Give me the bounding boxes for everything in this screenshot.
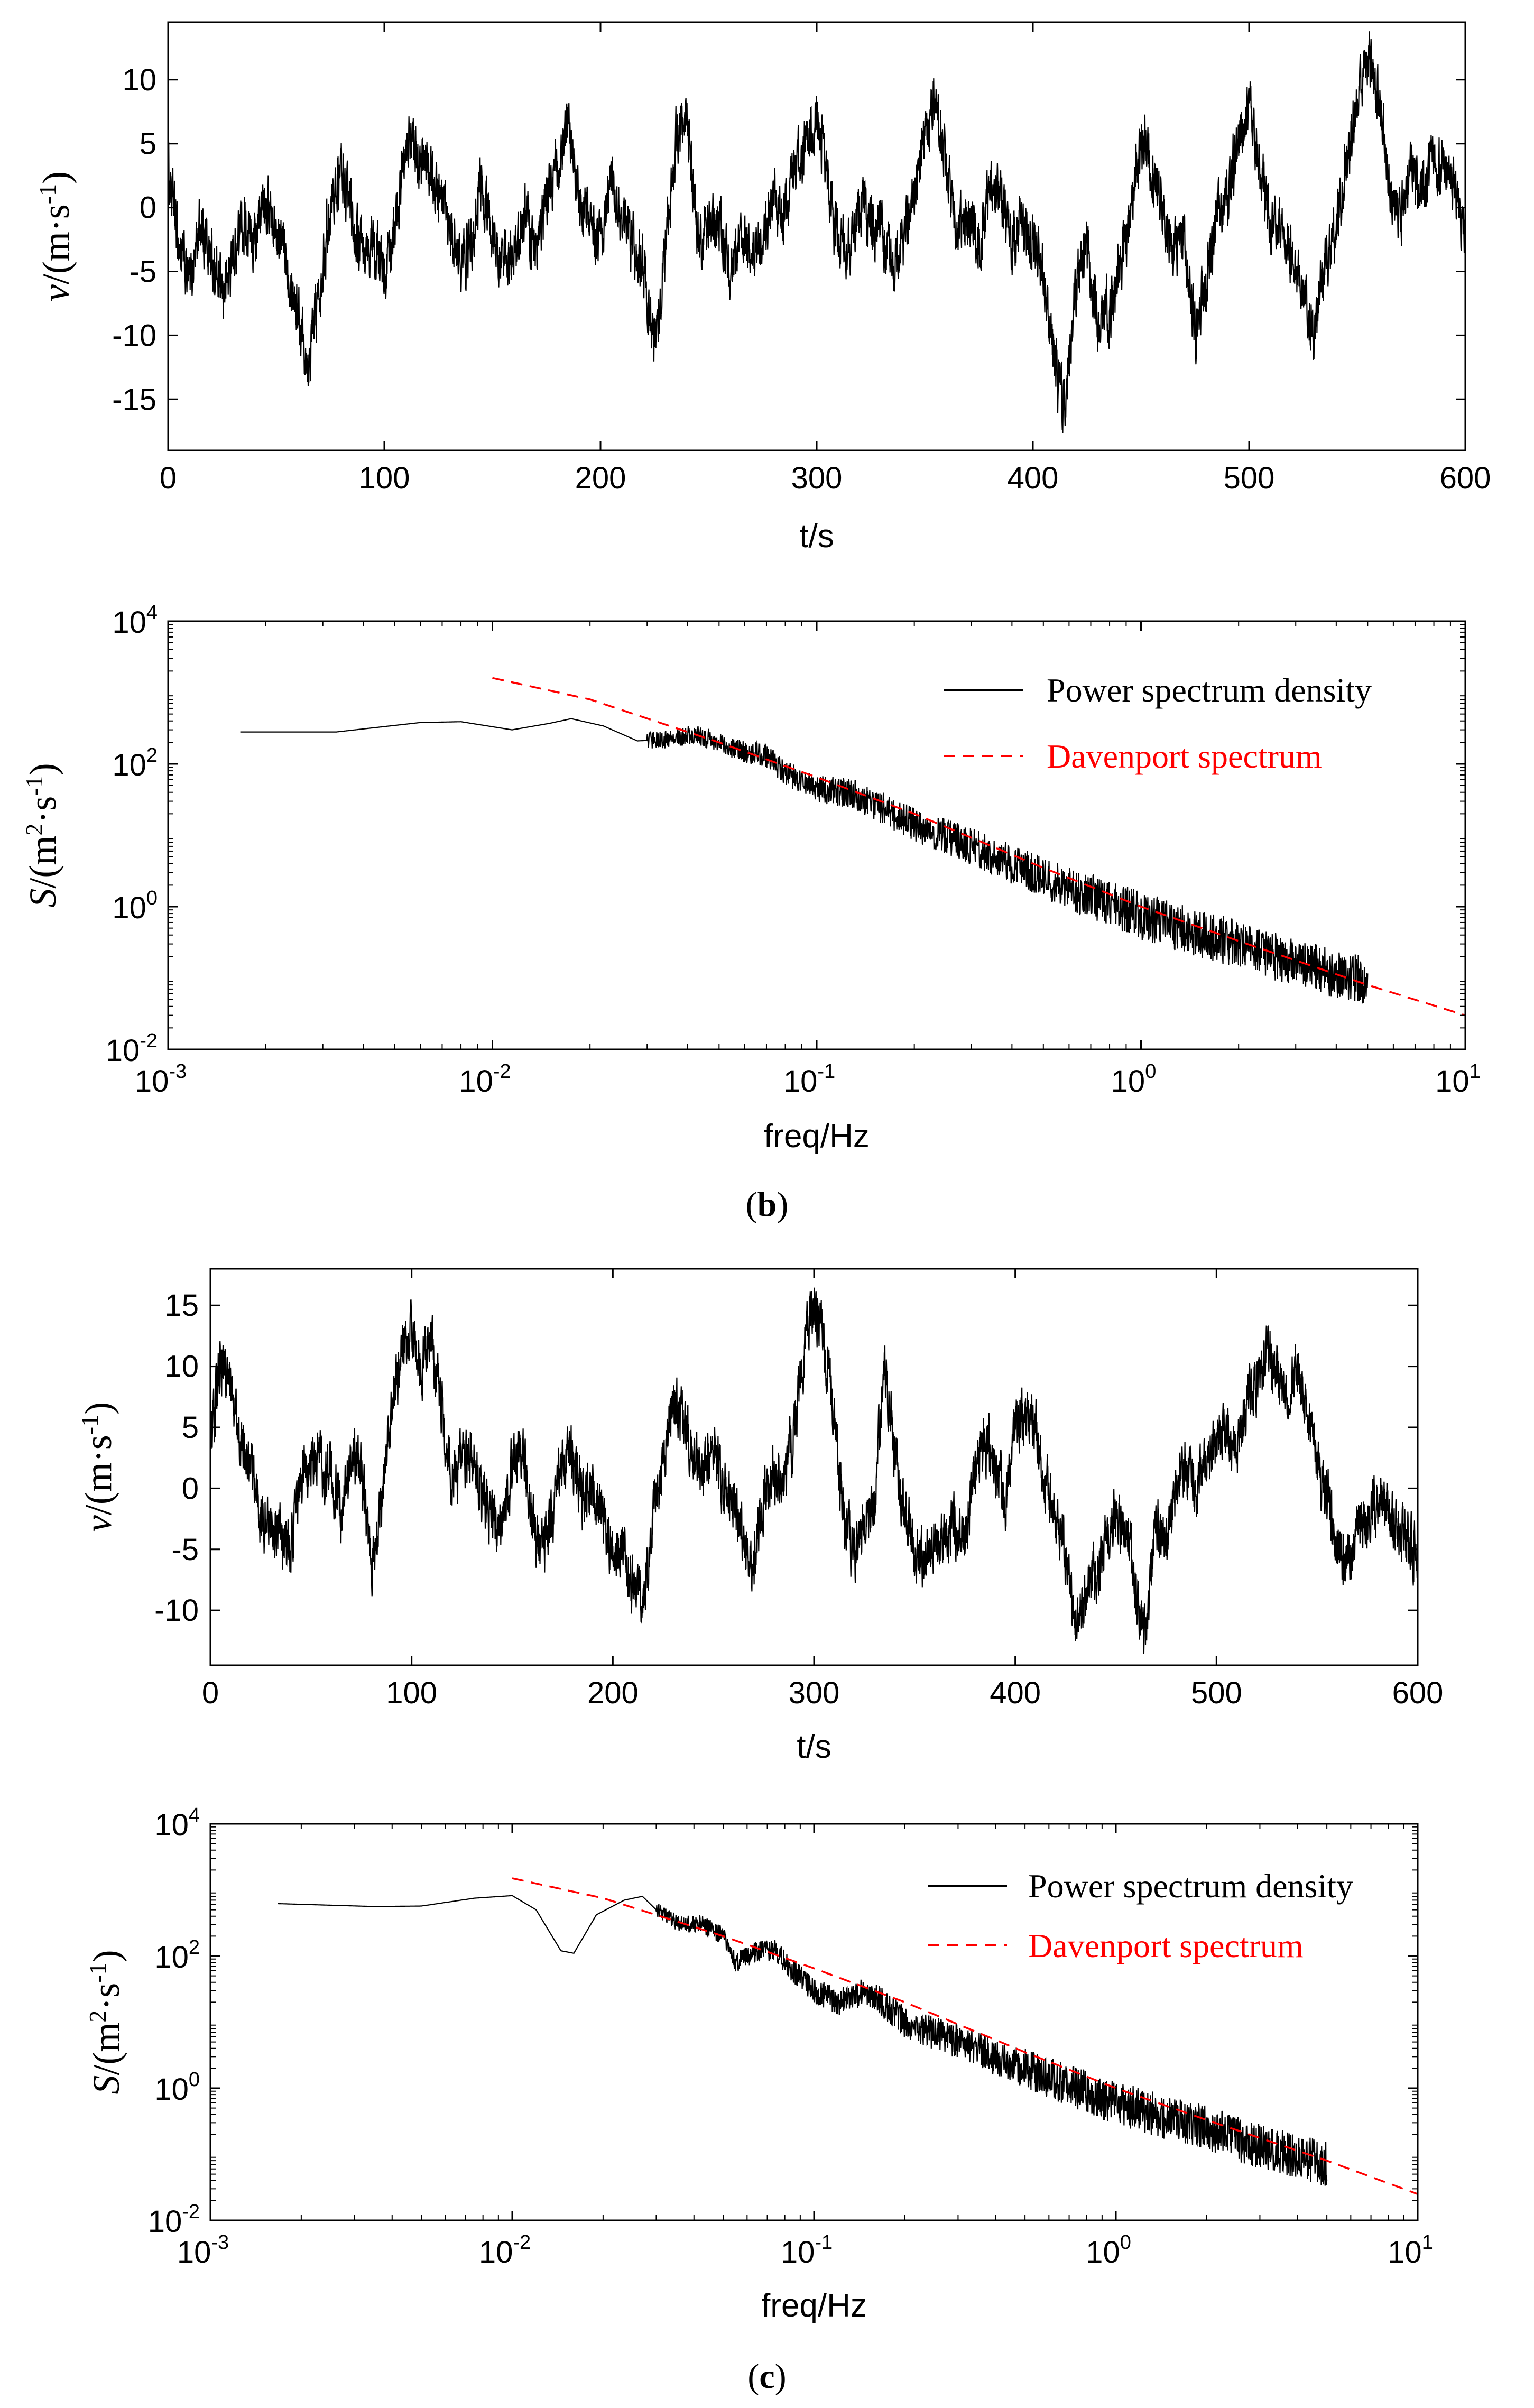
caption-close: ) bbox=[775, 2357, 787, 2396]
y-axis-unit-exponent: -1 bbox=[21, 776, 48, 796]
y-tick-label: -10 bbox=[112, 318, 156, 353]
x-tick-label: 400 bbox=[990, 1676, 1041, 1710]
y-axis-unit-mid: ·s bbox=[85, 1983, 127, 2010]
y-tick-label: 102 bbox=[154, 1936, 200, 1975]
series-line-wind-speed bbox=[210, 1287, 1418, 1654]
y-tick-label: 10-2 bbox=[106, 1030, 158, 1068]
y-axis-unit-open: /(m bbox=[22, 836, 64, 889]
y-axis-unit-mid: ·s bbox=[22, 796, 64, 824]
y-axis-unit-close: ) bbox=[35, 171, 77, 184]
legend-label-davenport: Davenport spectrum bbox=[1047, 737, 1322, 775]
caption-close: ) bbox=[777, 1185, 788, 1224]
x-tick-label: 100 bbox=[359, 461, 410, 495]
caption-open: ( bbox=[746, 1185, 757, 1224]
y-tick-label: 0 bbox=[140, 191, 156, 225]
x-tick-label: 10-2 bbox=[459, 1060, 511, 1099]
x-axis-label: t/s bbox=[799, 518, 834, 555]
legend: Power spectrum density Davenport spectru… bbox=[928, 1867, 1353, 1964]
caption-letter: c bbox=[759, 2357, 774, 2396]
y-tick-label: 104 bbox=[112, 602, 158, 640]
x-axis-label: freq/Hz bbox=[761, 2287, 867, 2324]
x-tick-label: 10-1 bbox=[781, 2231, 833, 2269]
y-axis-unit-close: ) bbox=[85, 1950, 127, 1962]
y-axis-label: S/(m2·s-1) bbox=[21, 763, 64, 907]
y-tick-label: 102 bbox=[112, 744, 158, 782]
x-axis-label: t/s bbox=[797, 1729, 831, 1765]
y-tick-label: -5 bbox=[171, 1533, 199, 1567]
y-axis-label: v/(m·s-1) bbox=[76, 1402, 120, 1532]
x-tick-label: 500 bbox=[1224, 461, 1275, 495]
y-axis-unit-close: ) bbox=[22, 763, 64, 776]
caption-letter: b bbox=[757, 1185, 777, 1224]
y-tick-label: -15 bbox=[112, 382, 156, 417]
x-tick-label: 100 bbox=[1086, 2231, 1131, 2269]
y-tick-label: -10 bbox=[154, 1593, 199, 1628]
legend-label-psd: Power spectrum density bbox=[1028, 1867, 1353, 1905]
y-axis-variable: v bbox=[77, 1515, 119, 1532]
y-axis-label: S/(m2·s-1) bbox=[84, 1950, 128, 2094]
y-tick-label: 5 bbox=[140, 127, 156, 161]
y-axis-variable: S bbox=[22, 889, 64, 908]
series-line-psd bbox=[278, 1895, 1328, 2186]
x-tick-label: 10-2 bbox=[479, 2231, 531, 2269]
x-tick-label: 0 bbox=[202, 1676, 219, 1710]
series-line-psd bbox=[240, 718, 1369, 1004]
x-tick-label: 10-3 bbox=[177, 2231, 229, 2269]
series-line-wind-speed bbox=[168, 31, 1465, 433]
chart-c-timeseries: 0 100 200 300 400 500 600 -10 -5 0 5 10 15 t/s v/(m·… bbox=[76, 1268, 1444, 1765]
y-axis-unit-exponent: -1 bbox=[84, 1962, 111, 1982]
legend-label-davenport: Davenport spectrum bbox=[1028, 1927, 1304, 1964]
y-axis-unit-exponent: -1 bbox=[34, 184, 61, 204]
y-axis-variable: v bbox=[35, 284, 77, 301]
x-tick-label: 400 bbox=[1008, 461, 1059, 495]
y-tick-label: 100 bbox=[154, 2069, 200, 2107]
y-axis-unit-open: /(m bbox=[85, 2023, 127, 2075]
y-axis-unit-close: ) bbox=[77, 1402, 119, 1415]
series-line-davenport bbox=[512, 1877, 1418, 2195]
caption-b: (b) bbox=[746, 1185, 789, 1224]
x-tick-label: 101 bbox=[1388, 2231, 1433, 2269]
y-tick-label: 10 bbox=[164, 1350, 199, 1384]
x-tick-label: 10-3 bbox=[135, 1060, 187, 1099]
x-tick-label: 600 bbox=[1440, 461, 1491, 495]
y-axis-label: v/(m·s-1) bbox=[34, 171, 78, 301]
x-tick-label: 300 bbox=[789, 1676, 840, 1710]
x-tick-label: 300 bbox=[791, 461, 843, 495]
y-tick-label: 10-2 bbox=[148, 2201, 200, 2239]
y-tick-label: 0 bbox=[182, 1471, 199, 1506]
y-tick-label: 10 bbox=[122, 63, 156, 97]
y-axis-unit-open: /(m·s bbox=[77, 1435, 119, 1515]
x-tick-label: 101 bbox=[1435, 1060, 1481, 1099]
caption-c: (c) bbox=[747, 2357, 786, 2396]
x-tick-label: 200 bbox=[587, 1676, 639, 1710]
x-tick-label: 200 bbox=[575, 461, 626, 495]
y-axis-unit-exponent: -1 bbox=[76, 1415, 103, 1435]
y-tick-label: 104 bbox=[154, 1804, 200, 1842]
x-tick-label: 500 bbox=[1191, 1676, 1242, 1710]
y-tick-label: -5 bbox=[129, 254, 156, 289]
chart-b-timeseries: 0 100 200 300 400 500 600 -15 -10 -5 0 5 10 t/s v/(m… bbox=[34, 21, 1491, 555]
y-tick-label: 15 bbox=[164, 1288, 199, 1323]
legend: Power spectrum density Davenport spectru… bbox=[944, 671, 1372, 775]
x-tick-label: 100 bbox=[386, 1676, 437, 1710]
y-axis-unit-exponent-2: 2 bbox=[21, 824, 48, 836]
x-tick-label: 600 bbox=[1392, 1676, 1444, 1710]
y-axis-unit-open: /(m·s bbox=[35, 204, 77, 284]
series-line-davenport bbox=[492, 677, 1465, 1017]
x-tick-label: 10-1 bbox=[783, 1060, 835, 1099]
x-tick-label: 100 bbox=[1111, 1060, 1157, 1099]
x-axis-label: freq/Hz bbox=[764, 1118, 870, 1155]
caption-open: ( bbox=[747, 2357, 759, 2396]
y-axis-unit-exponent-2: 2 bbox=[84, 2010, 111, 2023]
y-axis-variable: S bbox=[85, 2075, 127, 2095]
y-tick-label: 5 bbox=[182, 1410, 199, 1445]
y-tick-label: 100 bbox=[112, 887, 158, 925]
x-tick-label: 0 bbox=[160, 461, 177, 495]
legend-label-psd: Power spectrum density bbox=[1047, 671, 1372, 709]
